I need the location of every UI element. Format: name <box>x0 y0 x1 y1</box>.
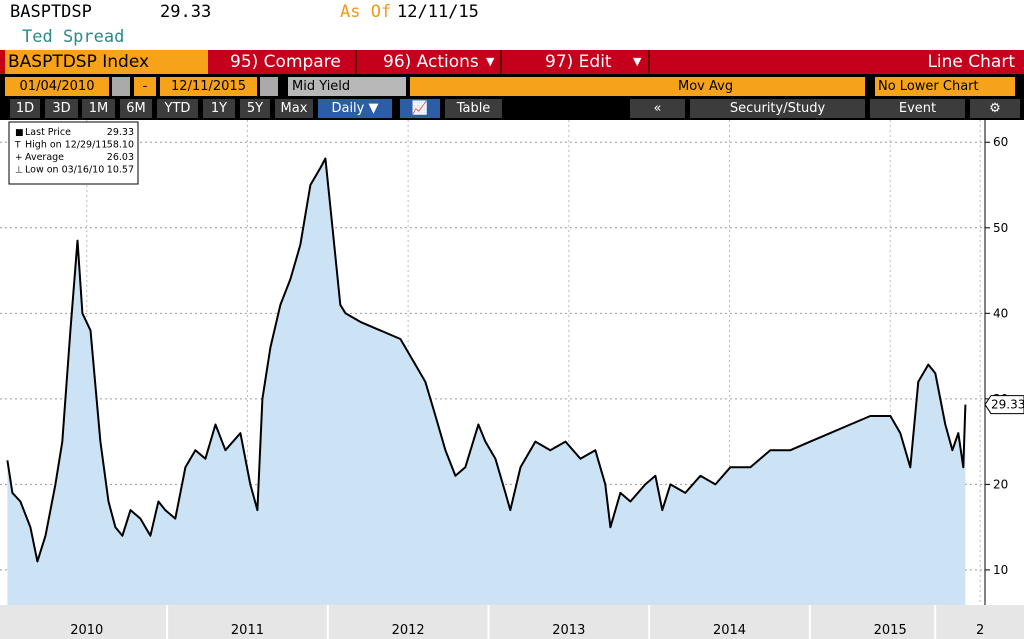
x-tick-label: 2013 <box>552 623 585 638</box>
security-field[interactable]: BASPTDSP Index <box>5 50 208 74</box>
mov-avg[interactable]: Mov Avg <box>678 79 734 94</box>
lower-chart[interactable]: No Lower Chart <box>875 77 1015 96</box>
x-tick-label: 2015 <box>874 623 907 638</box>
header: BASPTDSP 29.33 As Of 12/11/15 Ted Spread <box>0 0 1024 50</box>
last-value-tag <box>984 395 1024 415</box>
range-button[interactable]: Max <box>275 99 313 118</box>
security-name: Ted Spread <box>22 27 125 47</box>
range-button[interactable]: 1Y <box>203 99 235 118</box>
last-value-label: 29.33 <box>991 398 1024 412</box>
legend-label: Low on 03/16/10 <box>25 165 104 176</box>
dropdown-arrow: ▼ <box>486 55 495 68</box>
chart: 102030405060201020112012201320142015229.… <box>0 120 1024 639</box>
range-button[interactable]: 6M <box>120 99 152 118</box>
legend-symbol: + <box>15 153 23 163</box>
range-button[interactable]: YTD <box>157 99 198 118</box>
back-button[interactable]: « <box>630 99 685 118</box>
start-date[interactable]: 01/04/2010 <box>5 77 109 96</box>
settings-button[interactable]: ⚙ <box>970 99 1020 118</box>
ticker: BASPTDSP <box>10 2 92 22</box>
mov-avg-bar[interactable]: Mov Avg <box>410 77 865 96</box>
y-tick-label: 40 <box>993 306 1008 320</box>
separator <box>648 50 650 74</box>
x-tick-label: 2010 <box>70 623 103 638</box>
area <box>7 158 966 605</box>
price: 29.33 <box>160 2 212 22</box>
dropdown-arrow: ▼ <box>633 55 642 68</box>
y-tick-label: 60 <box>993 135 1008 149</box>
range-button[interactable]: 5Y <box>240 99 270 118</box>
line <box>6 157 967 563</box>
legend-box <box>8 121 139 185</box>
legend-value: 58.10 <box>107 140 134 151</box>
end-date[interactable]: 12/11/2015 <box>160 77 257 96</box>
actions-menu[interactable]: 96) Actions <box>383 52 479 72</box>
date: 12/11/15 <box>397 2 479 22</box>
edit-menu[interactable]: 97) Edit <box>545 52 612 72</box>
separator <box>355 50 357 74</box>
legend-symbol: ■ <box>15 128 24 138</box>
legend-symbol: ⊥ <box>15 166 23 176</box>
compare-menu[interactable]: 95) Compare <box>230 52 341 72</box>
x-tick-label: 2014 <box>713 623 746 638</box>
x-tick-label: 2 <box>976 623 984 638</box>
legend-symbol: T <box>14 141 21 151</box>
range-button[interactable]: 1D <box>10 99 40 118</box>
legend-value: 29.33 <box>107 127 134 138</box>
y-tick-label: 50 <box>993 221 1008 235</box>
event-button[interactable]: Event <box>870 99 965 118</box>
x-axis-band <box>0 605 1024 639</box>
as-of: As Of <box>340 2 392 22</box>
security-study[interactable]: Security/Study <box>690 99 865 118</box>
legend-label: Average <box>25 152 64 163</box>
range-button[interactable]: 1M <box>82 99 115 118</box>
legend: ■ Last Price 29.33 T High on 12/29/11 58.10 + A… <box>8 121 139 185</box>
y-tick-label: 20 <box>993 477 1008 491</box>
y-tick-label: 10 <box>993 563 1008 577</box>
range-button[interactable]: 3D <box>45 99 78 118</box>
x-tick-label: 2011 <box>231 623 264 638</box>
calendar-icon[interactable] <box>112 77 130 96</box>
calendar-icon[interactable] <box>260 77 278 96</box>
x-tick-label: 2012 <box>392 623 425 638</box>
field-select[interactable]: Mid Yield <box>288 77 406 96</box>
table-button[interactable]: Table <box>445 99 502 118</box>
frequency[interactable]: Daily ▼ <box>318 99 392 118</box>
date-dash: - <box>134 77 156 96</box>
legend-value: 10.57 <box>107 165 134 176</box>
separator <box>500 50 502 74</box>
chart-type[interactable]: Line Chart <box>927 52 1015 72</box>
frequency-label[interactable]: Daily <box>331 101 365 116</box>
legend-label: Last Price <box>25 127 71 138</box>
chart-icon[interactable]: 📈 <box>400 99 440 118</box>
legend-value: 26.03 <box>107 152 134 163</box>
legend-label: High on 12/29/11 <box>25 140 107 151</box>
